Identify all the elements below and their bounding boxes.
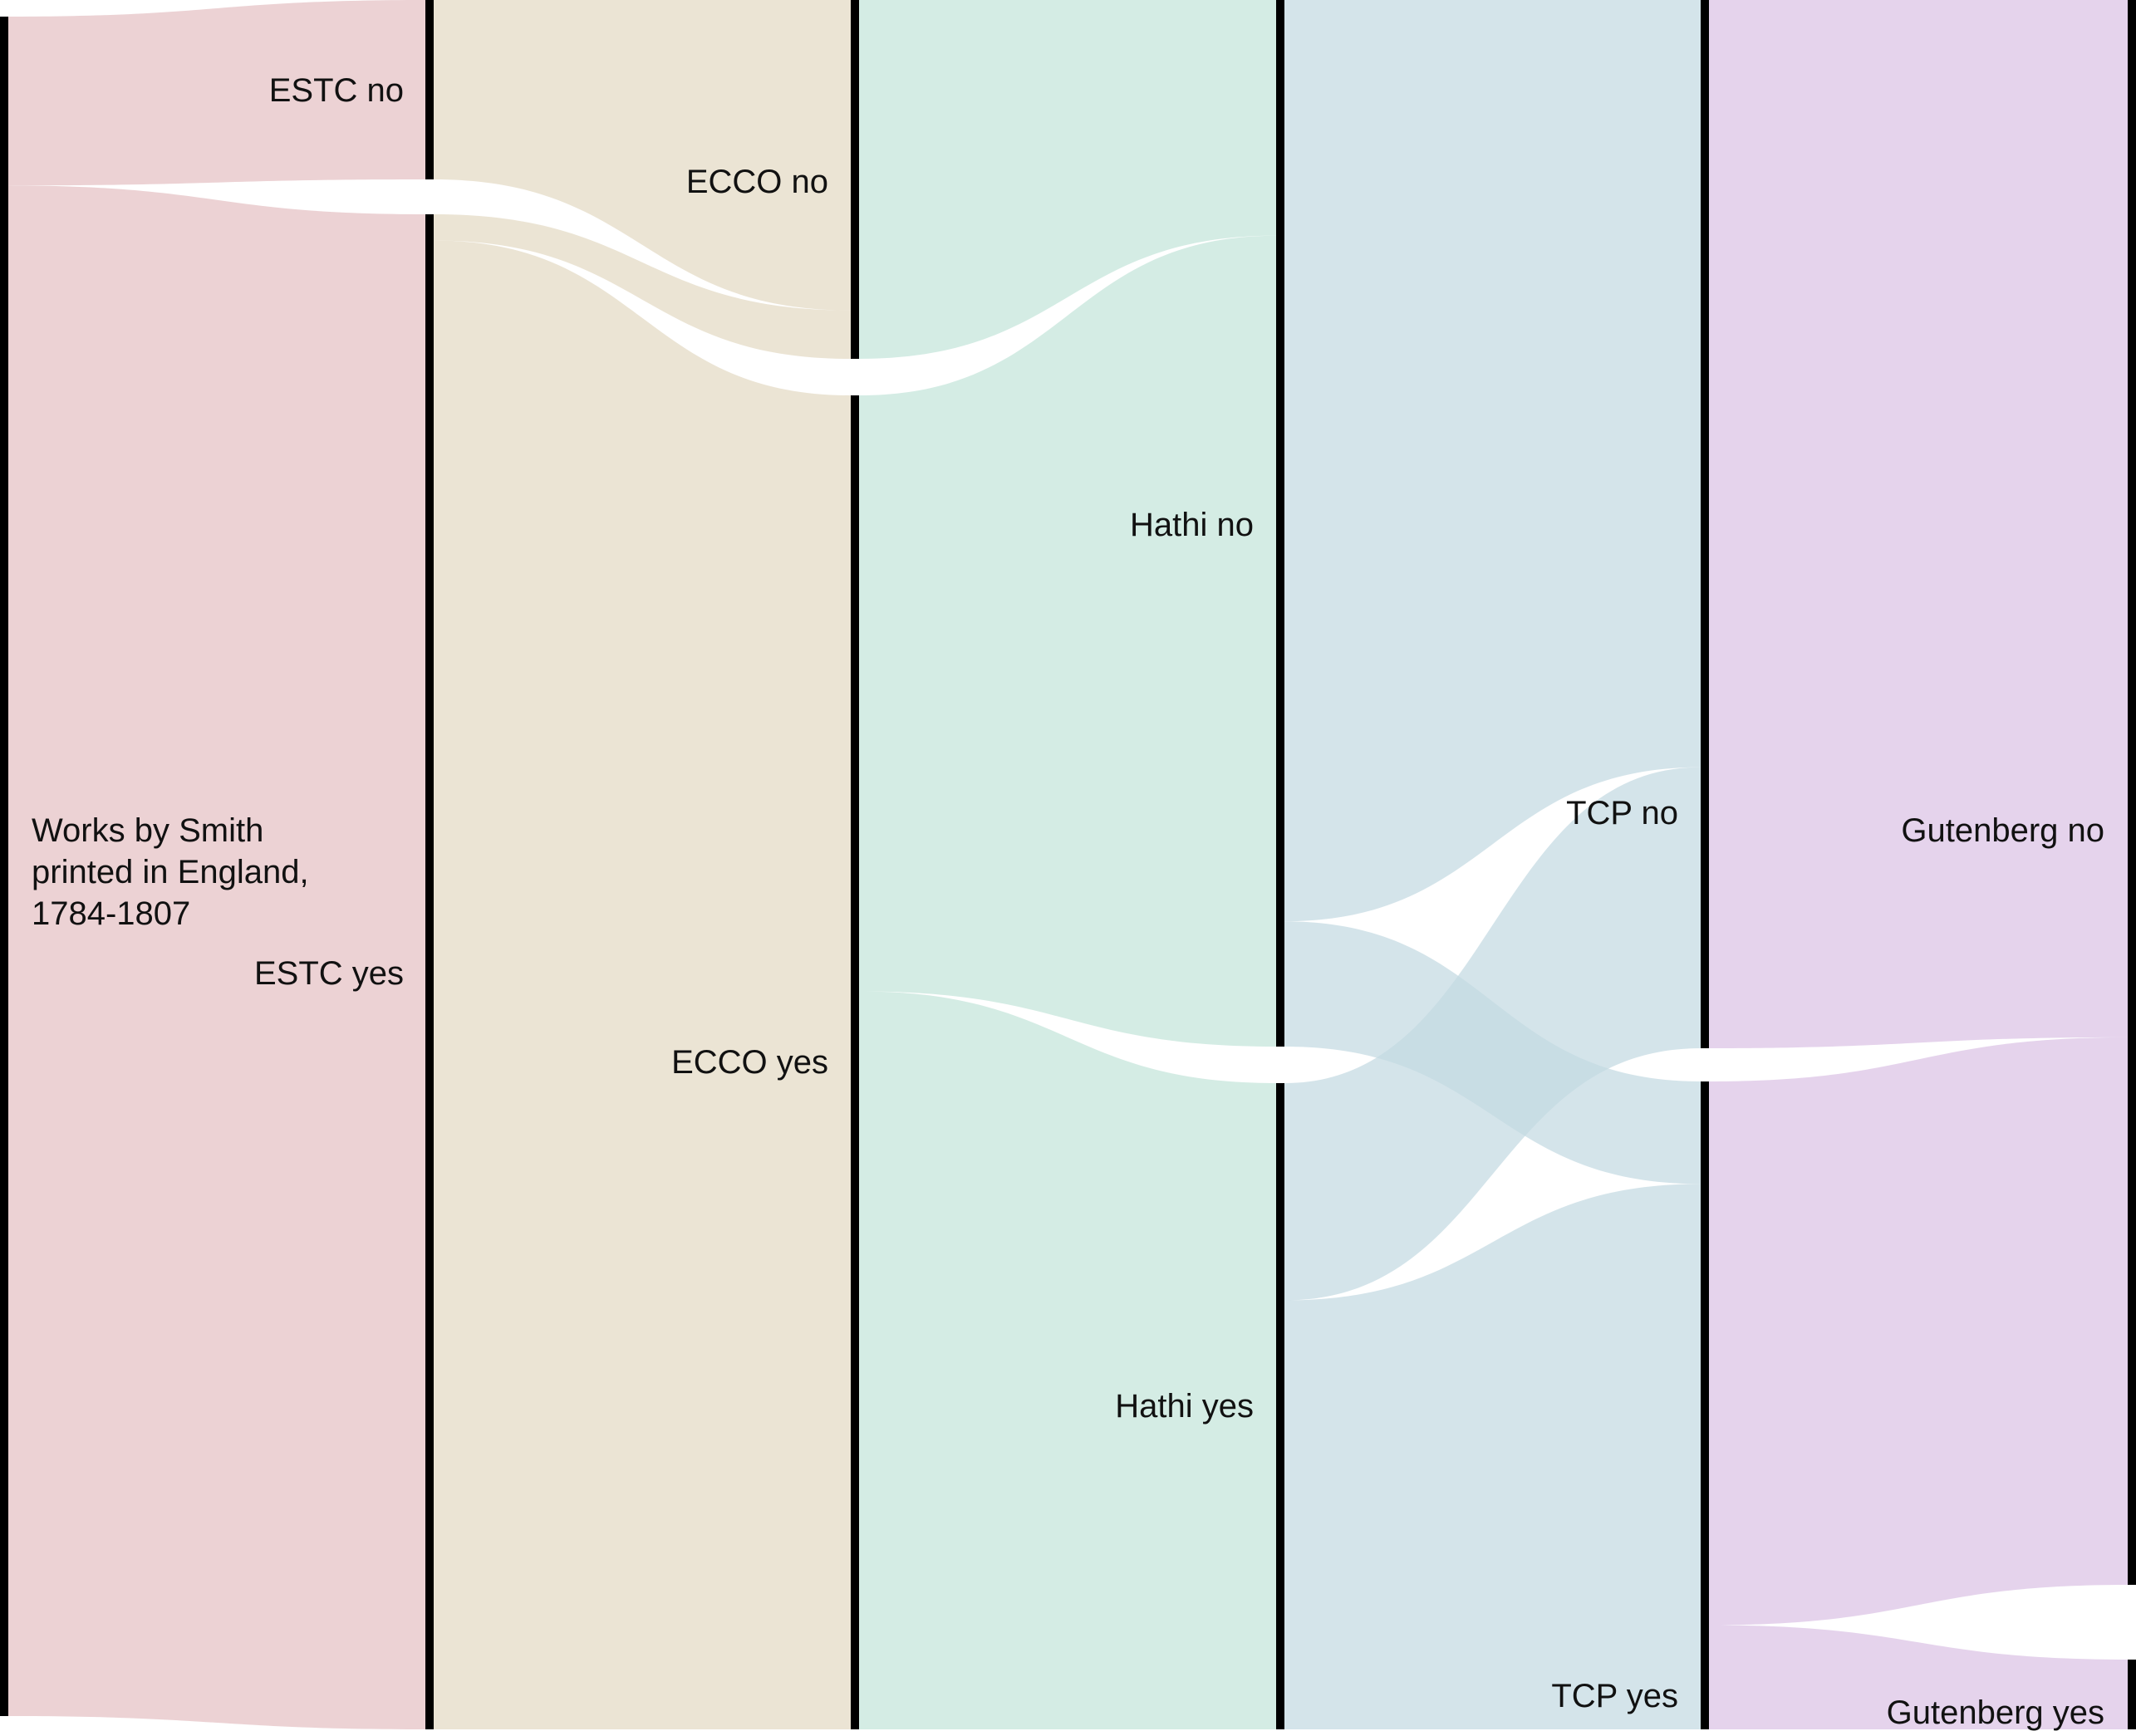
flow-band-4: [434, 240, 851, 1730]
flow-band-1: [8, 185, 425, 1729]
flow-band-13: [1709, 1037, 2128, 1626]
flow-band-7: [859, 991, 1276, 1729]
source-label-line-3: 1784-1807: [32, 895, 190, 932]
node-label-tcp-yes: TCP yes: [1551, 1678, 1678, 1714]
flow-band-5: [859, 0, 1276, 359]
node-label-gutenberg-yes: Gutenberg yes: [1887, 1694, 2104, 1731]
node-bar-8: [1701, 1081, 1709, 1729]
source-label-line-2: printed in England,: [32, 854, 309, 890]
node-bar-10: [2128, 1660, 2136, 1729]
flow-band-2: [434, 0, 851, 311]
node-bar-5: [1276, 0, 1284, 1047]
node-bar-0: [0, 17, 8, 1716]
node-bar-9: [2128, 0, 2136, 1585]
node-bar-2: [425, 214, 434, 1729]
node-bar-6: [1276, 1083, 1284, 1729]
node-label-ecco-yes: ECCO yes: [671, 1044, 828, 1081]
node-bar-3: [851, 0, 859, 359]
flow-band-12: [1709, 0, 2128, 1048]
node-label-gutenberg-no: Gutenberg no: [1901, 812, 2104, 849]
flow-band-3: [434, 214, 851, 359]
source-label-line-1: Works by Smith: [32, 812, 263, 849]
flow-band-10: [1284, 767, 1701, 1301]
flow-band-11: [1284, 1184, 1701, 1729]
flow-band-6: [859, 235, 1276, 1047]
flow-band-8: [1284, 0, 1701, 922]
source-label: Works by Smith printed in England, 1784-…: [32, 812, 318, 932]
node-label-ecco-no: ECCO no: [686, 164, 828, 200]
flow-band-0: [8, 0, 425, 186]
flow-band-14: [1709, 1625, 2128, 1729]
node-label-estc-no: ESTC no: [269, 72, 404, 109]
node-label-hathi-no: Hathi no: [1130, 507, 1254, 543]
node-label-tcp-no: TCP no: [1566, 795, 1678, 831]
node-bar-4: [851, 395, 859, 1729]
node-bar-7: [1701, 0, 1709, 1048]
node-label-estc-yes: ESTC yes: [254, 955, 404, 992]
node-label-hathi-yes: Hathi yes: [1115, 1388, 1254, 1425]
node-bar-1: [425, 0, 434, 179]
